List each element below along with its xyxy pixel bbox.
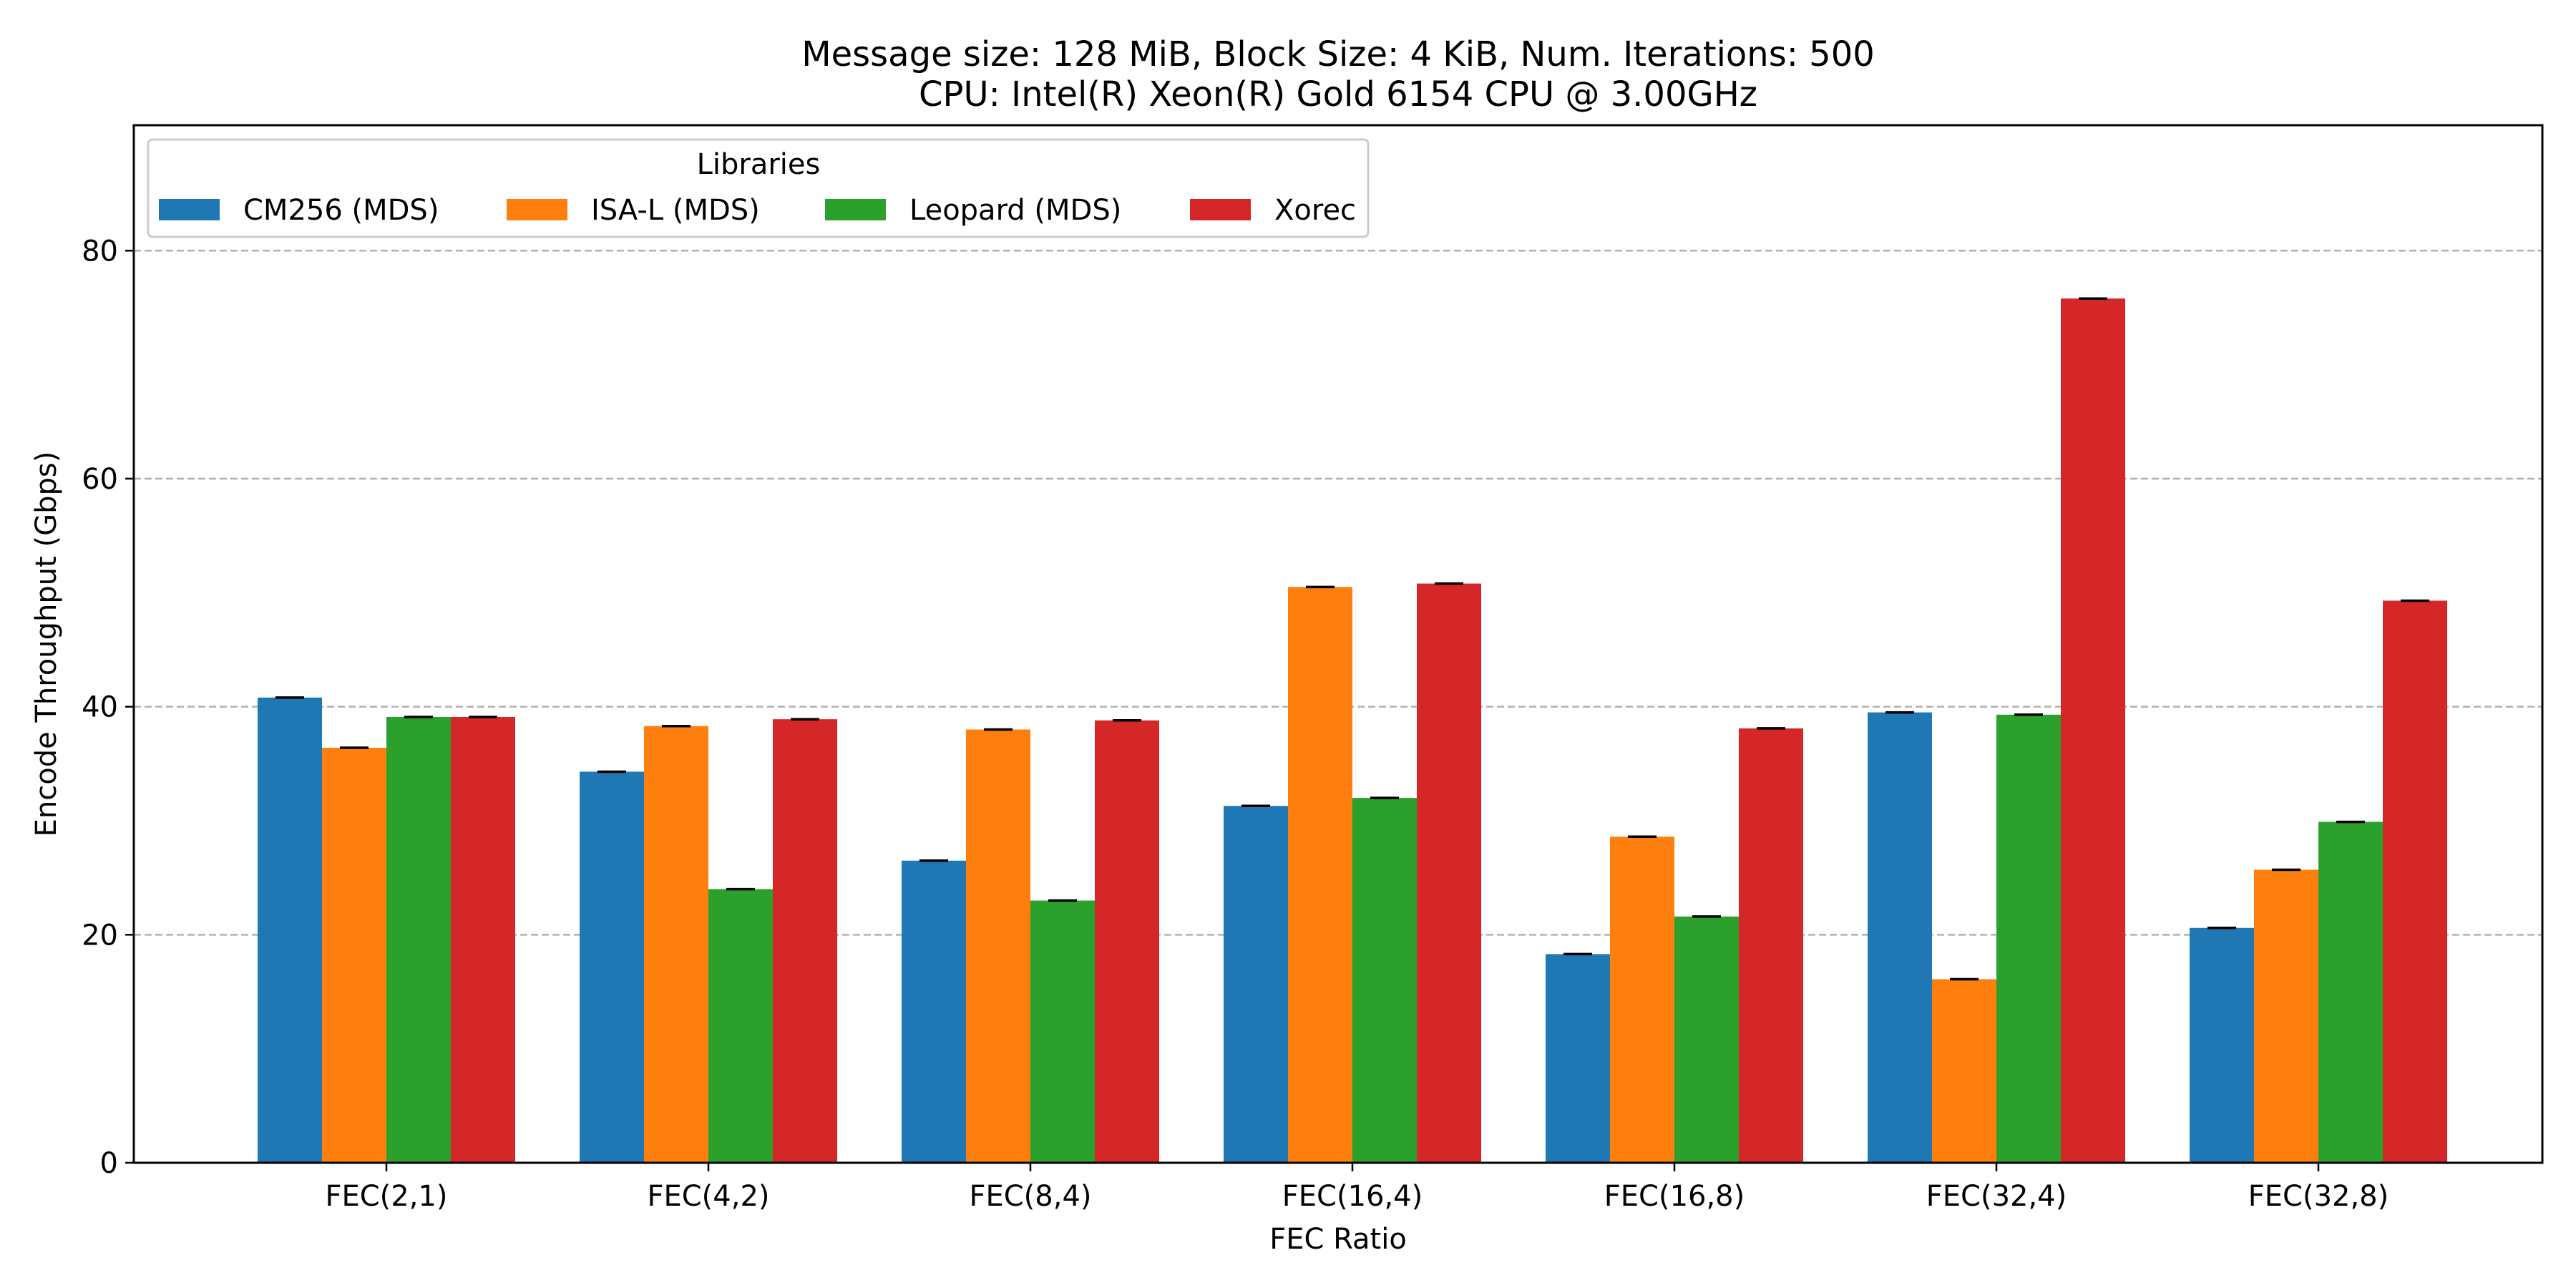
- bar: [966, 729, 1030, 1163]
- y-axis-label: Encode Throughput (Gbps): [30, 452, 63, 837]
- error-bars: [275, 297, 2429, 981]
- y-tick-label: 40: [82, 691, 118, 724]
- chart-subtitle: CPU: Intel(R) Xeon(R) Gold 6154 CPU @ 3.…: [919, 74, 1757, 114]
- x-tick-label: FEC(16,8): [1604, 1180, 1745, 1213]
- bar: [451, 716, 515, 1163]
- legend-label: Xorec: [1274, 194, 1356, 227]
- bar: [1224, 806, 1288, 1163]
- bar: [708, 889, 773, 1163]
- legend-title: Libraries: [697, 148, 821, 181]
- y-tick-label: 80: [82, 235, 118, 268]
- bar: [1674, 916, 1739, 1163]
- bar: [1095, 720, 1159, 1163]
- bar: [580, 771, 644, 1163]
- x-tick-label: FEC(2,1): [325, 1180, 447, 1213]
- x-tick-label: FEC(32,8): [2248, 1180, 2389, 1213]
- x-tick-label: FEC(4,2): [647, 1180, 769, 1213]
- chart-title: Message size: 128 MiB, Block Size: 4 KiB…: [801, 34, 1875, 74]
- bar: [644, 726, 708, 1163]
- bar: [2383, 600, 2447, 1163]
- bar: [773, 719, 837, 1163]
- legend-label: ISA-L (MDS): [591, 194, 760, 227]
- bars: [258, 298, 2447, 1163]
- legend-box: [147, 138, 1370, 238]
- x-axis-label: FEC Ratio: [1269, 1223, 1407, 1256]
- legend-swatch: [1190, 199, 1251, 220]
- bar: [1546, 954, 1610, 1163]
- bar: [1352, 798, 1417, 1163]
- legend: Libraries CM256 (MDS) ISA-L (MDS) Leopard …: [147, 138, 1370, 238]
- legend-label: Leopard (MDS): [909, 194, 1121, 227]
- bar: [1030, 900, 1095, 1163]
- legend-swatch: [507, 199, 567, 220]
- x-tick-label: FEC(8,4): [969, 1180, 1091, 1213]
- y-tick-label: 60: [82, 463, 118, 496]
- bar: [1932, 979, 1996, 1163]
- bar: [1288, 587, 1352, 1163]
- bar: [258, 697, 322, 1163]
- bar: [2190, 927, 2254, 1163]
- legend-swatch: [825, 199, 886, 220]
- bar: [2254, 869, 2318, 1163]
- bar: [902, 860, 966, 1163]
- x-axis-ticks: FEC(2,1) FEC(4,2) FEC(8,4) FEC(16,4) FEC(16,…: [325, 1163, 2389, 1213]
- bar: [322, 748, 386, 1163]
- bar: [386, 716, 451, 1163]
- bar: [1417, 583, 1481, 1163]
- x-tick-label: FEC(16,4): [1282, 1180, 1423, 1213]
- bar: [2318, 821, 2383, 1163]
- y-tick-label: 0: [100, 1147, 118, 1180]
- bar: [1868, 712, 1932, 1163]
- y-tick-label: 20: [82, 919, 118, 952]
- legend-swatch: [159, 199, 220, 220]
- bar: [1610, 836, 1674, 1163]
- bar: [1739, 728, 1803, 1163]
- x-tick-label: FEC(32,4): [1926, 1180, 2067, 1213]
- legend-items: CM256 (MDS) ISA-L (MDS) Leopard (MDS) Xorec: [159, 194, 1356, 227]
- plot-area-frame: [132, 124, 2544, 1164]
- y-axis-ticks: 0 20 40 60 80: [82, 235, 134, 1180]
- legend-label: CM256 (MDS): [243, 194, 439, 227]
- bar: [2061, 298, 2125, 1163]
- bar: [1996, 714, 2061, 1163]
